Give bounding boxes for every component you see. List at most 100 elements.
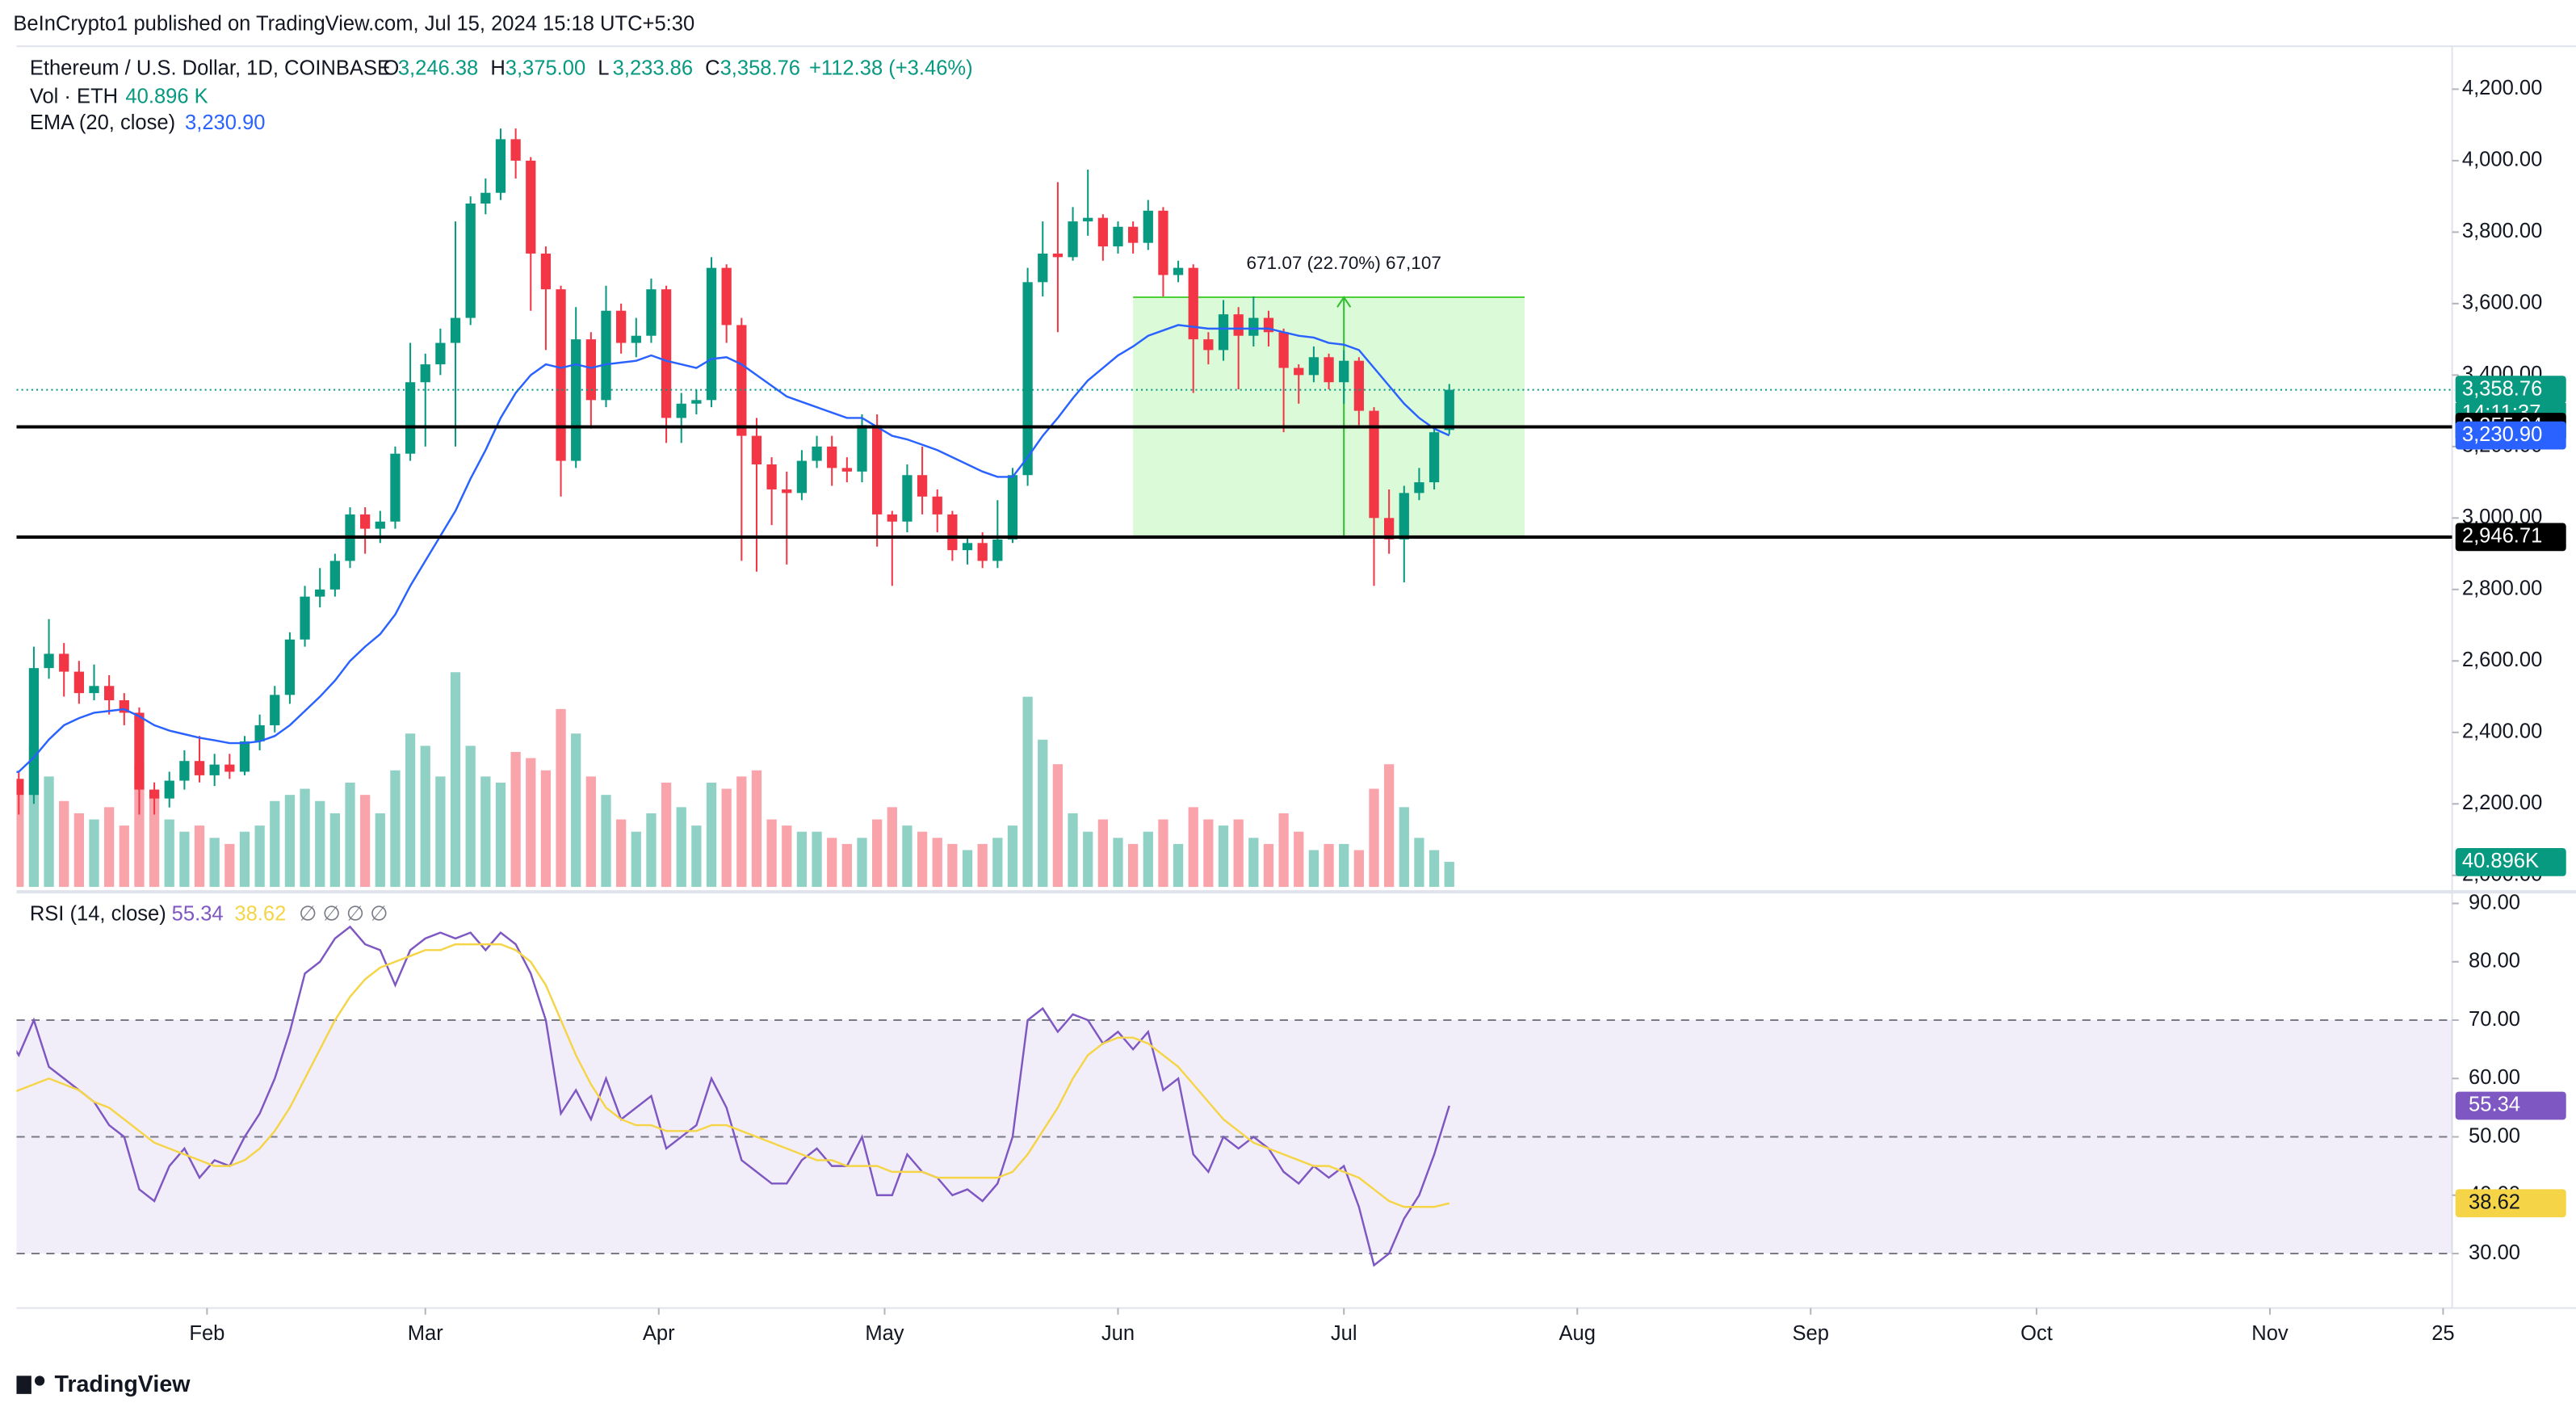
last-price-tag-bg — [2455, 376, 2566, 404]
candle-body — [89, 686, 99, 694]
rsi-title: RSI (14, close) — [30, 903, 166, 926]
candle-body — [962, 543, 973, 551]
volume-bar — [841, 843, 852, 888]
footer-brand: TradingView — [55, 1371, 191, 1397]
volume-bar — [73, 813, 84, 888]
y-tick-label: 2,400.00 — [2462, 720, 2542, 743]
candle-body — [179, 761, 190, 781]
legend: Ethereum / U.S. Dollar, 1D, COINBASEO3,2… — [30, 57, 973, 926]
candle-body — [164, 780, 174, 799]
candle-body — [390, 453, 401, 522]
candle-body — [766, 464, 777, 489]
ohlc-key: L — [598, 57, 609, 80]
volume-bar — [751, 770, 762, 888]
ohlc-key: C — [705, 57, 720, 80]
volume-bar — [887, 807, 897, 888]
ohlc-value: 3,246.38 — [398, 57, 478, 80]
candle-body — [224, 764, 235, 772]
volume-bar — [947, 843, 958, 888]
candle-body — [857, 425, 867, 472]
rsi-line — [16, 943, 1450, 1208]
volume-bar — [601, 795, 611, 888]
candle-body — [1022, 282, 1033, 476]
candle-body — [1083, 217, 1093, 222]
volume-bar — [962, 850, 973, 888]
volume-bar — [134, 764, 145, 888]
volume-bar — [706, 782, 717, 888]
volume-bar — [44, 776, 54, 888]
volume-bar — [616, 819, 627, 888]
volume-bar — [104, 807, 115, 888]
candle-body — [932, 496, 942, 514]
candle-body — [59, 653, 69, 672]
rsi-tick-label: 50.00 — [2469, 1124, 2520, 1147]
volume-bar — [59, 800, 69, 888]
volume-bar — [782, 825, 792, 888]
volume-bar — [917, 831, 928, 888]
volume-bar — [540, 770, 552, 888]
volume-bar — [827, 838, 837, 888]
candle-body — [450, 317, 461, 343]
candle-body — [1324, 357, 1334, 383]
volume-bar — [1263, 843, 1274, 888]
ohlc-value: 3,358.76 — [720, 57, 800, 80]
volume-bar — [1278, 813, 1289, 888]
candle-body — [601, 310, 611, 401]
volume-bar — [1339, 843, 1349, 888]
candle-body — [1052, 253, 1064, 258]
volume-bar — [345, 782, 355, 888]
candle-body — [510, 139, 521, 161]
rsi-icons: ∅ ∅ ∅ ∅ — [299, 903, 388, 926]
x-tick-label: Sep — [1793, 1322, 1829, 1345]
candle-body — [104, 686, 115, 700]
rsi-tick-label: 80.00 — [2469, 950, 2520, 972]
volume-bar — [721, 788, 732, 888]
candle-body — [1097, 217, 1108, 247]
y-tick-label: 2,600.00 — [2462, 649, 2542, 671]
volume-bar — [1052, 764, 1064, 888]
candle-body — [585, 339, 596, 401]
candle-body — [796, 460, 808, 494]
candle-body — [44, 653, 54, 669]
volume-bar — [691, 825, 702, 888]
ohlc-value: 3,375.00 — [506, 57, 585, 80]
volume-bar — [375, 813, 385, 888]
candle-body — [947, 514, 958, 551]
candle-body — [16, 779, 24, 796]
measure-label: 671.07 (22.70%) 67,107 — [1247, 253, 1441, 273]
volume-bar — [270, 800, 280, 888]
candle-body — [872, 425, 883, 514]
volume-bar — [1158, 819, 1168, 888]
volume-bar — [119, 825, 129, 888]
candle-body — [827, 446, 837, 468]
volume-bar — [495, 782, 506, 888]
candle-body — [375, 521, 385, 529]
x-tick-label: May — [865, 1322, 904, 1345]
volume-bar — [1353, 850, 1364, 888]
rsi-tick-label: 70.00 — [2469, 1008, 2520, 1031]
measure-box — [1133, 297, 1525, 537]
candle-body — [751, 435, 762, 464]
volume-tag: 40.896K — [2462, 850, 2539, 872]
volume-bar — [1399, 807, 1409, 888]
candle-body — [812, 446, 822, 461]
y-tick-label: 4,200.00 — [2462, 77, 2542, 99]
candle-body — [420, 364, 430, 383]
volume-bar — [1294, 831, 1304, 888]
x-tick-label: Apr — [643, 1322, 675, 1345]
price-layer — [16, 128, 2452, 815]
candle-body — [360, 514, 371, 529]
rsi-tag: 38.62 — [2469, 1191, 2520, 1214]
ema-tag: 3,230.90 — [2462, 423, 2542, 446]
tradingview-logo: TradingView — [16, 1371, 191, 1397]
volume-bar — [1038, 739, 1048, 888]
rsi-legend-value: 38.62 — [234, 903, 286, 926]
volume-bar — [1203, 819, 1214, 888]
volume-bar — [932, 838, 942, 888]
chart-title: Ethereum / U.S. Dollar, 1D, COINBASE — [30, 57, 391, 80]
candle-body — [194, 761, 205, 775]
candle-body — [1218, 314, 1229, 351]
ohlc-key: H — [490, 57, 505, 80]
candle-body — [706, 267, 717, 401]
candle-body — [495, 139, 506, 193]
